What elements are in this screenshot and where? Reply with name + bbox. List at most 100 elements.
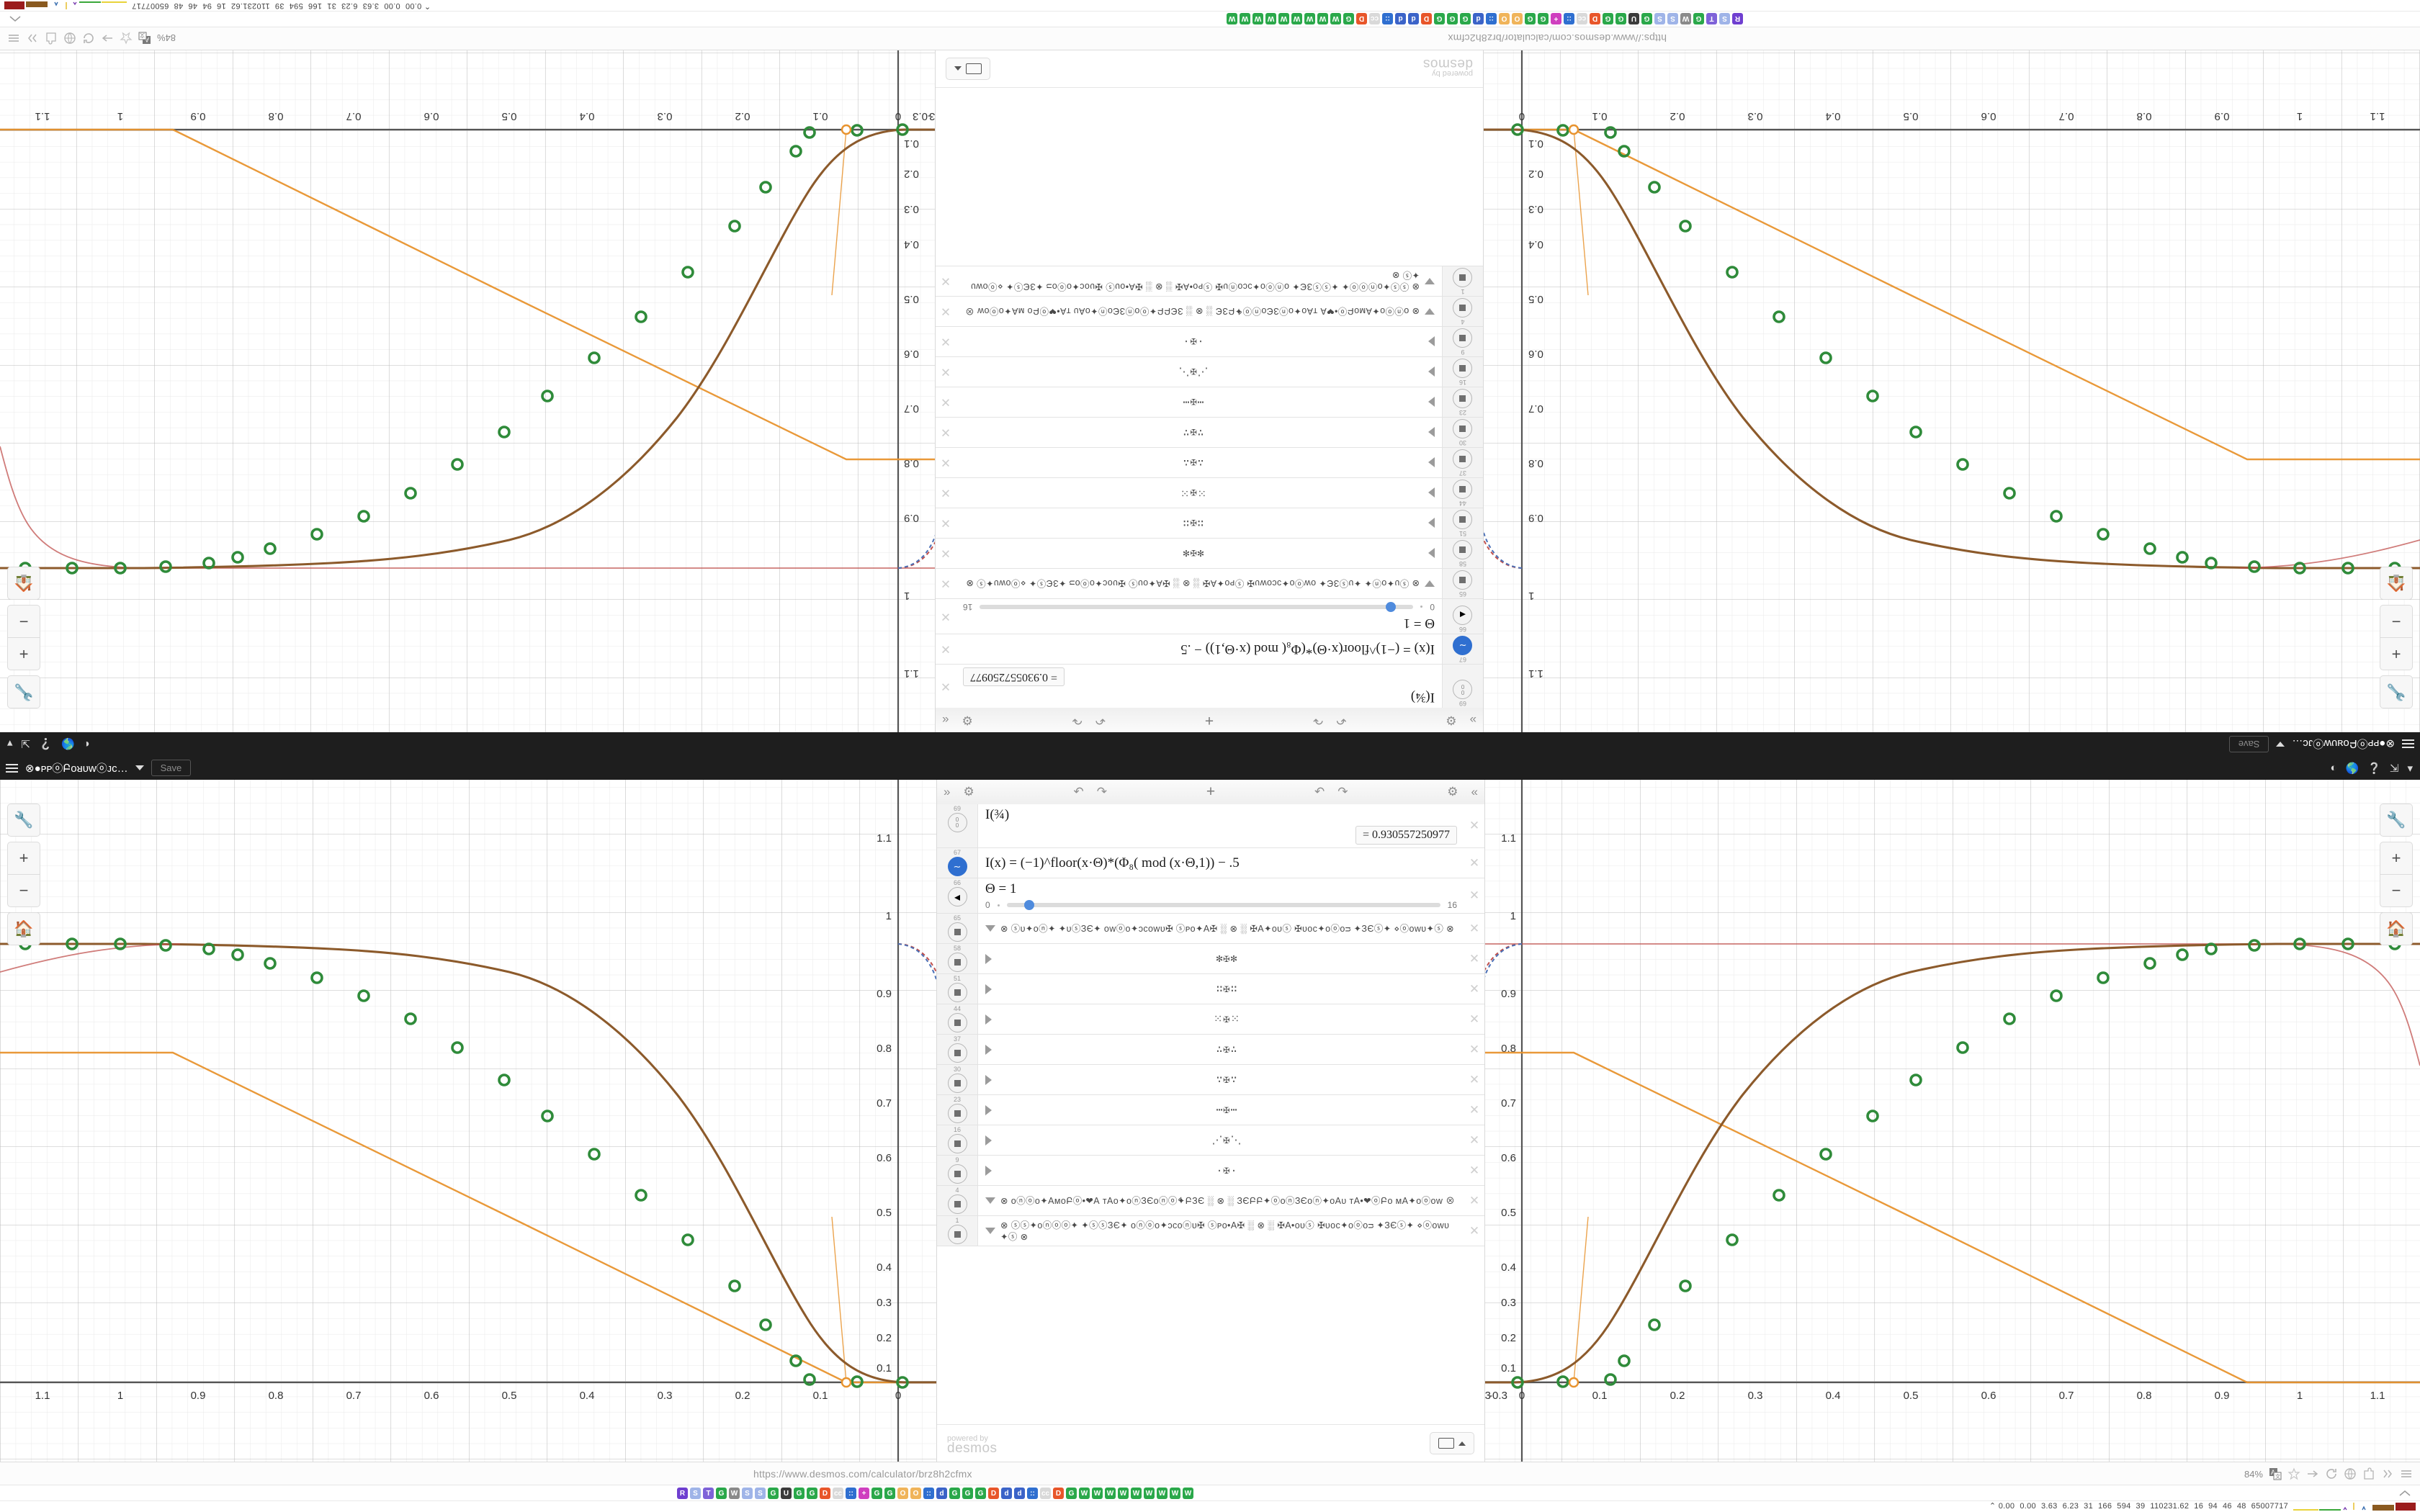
url-text[interactable]: https://www.desmos.com/calculator/brz8h2… (753, 1468, 972, 1480)
browser-tab-favicon[interactable]: O (910, 1488, 921, 1499)
graph-title[interactable]: ⊗●ᴘᴘⓞԲᴏᴚᴜᴡⓞᴊᴄ… (2292, 737, 2395, 750)
question-mark-icon[interactable]: ❔ (39, 737, 53, 750)
graph-title[interactable]: ⊗●ᴘᴘⓞԲᴏᴚᴜᴡⓞᴊᴄ… (25, 762, 128, 775)
folder-expand-icon[interactable] (985, 1044, 992, 1055)
folder-expand-icon[interactable] (985, 1104, 992, 1115)
delete-expression-button[interactable]: ✕ (1469, 1223, 1480, 1238)
browser-tab-favicon[interactable]: + (859, 1488, 869, 1499)
graph-controls-right[interactable]: 🔧 + − 🏠 (7, 567, 40, 708)
undo-arrow-icon[interactable]: ↶ (1314, 785, 1325, 798)
folder-title[interactable]: ∵✠∵ (1216, 1074, 1238, 1086)
browser-tab-favicon[interactable]: G (1615, 13, 1626, 24)
browser-tab-favicon[interactable]: G (1525, 13, 1536, 24)
zoom-out-button[interactable]: − (7, 605, 40, 638)
browser-tab-favicon[interactable]: S (755, 1488, 766, 1499)
graph-canvas-left[interactable]: 1.1 1 0.9 0.8 0.7 0.6 0.5 0.4 0.3 0.2 0.1 0 0… (1484, 50, 2420, 756)
browser-tab-favicon[interactable]: W (1170, 1488, 1180, 1499)
browser-tab-favicon[interactable]: G (975, 1488, 986, 1499)
slider-control[interactable]: 0 16 (963, 602, 1435, 612)
browser-tab-favicon[interactable]: + (1551, 13, 1561, 24)
expression-math[interactable]: I(¾) (985, 807, 1010, 822)
browser-tab-favicon[interactable]: S (1667, 13, 1678, 24)
expression-row[interactable]: 51 ∷✠∷ ✕ (937, 974, 1484, 1004)
folder-title[interactable]: ⁙✠⁙ (1179, 486, 1207, 498)
expression-math[interactable]: Θ = 1 (985, 881, 1017, 896)
browser-tab-favicon[interactable]: W (1092, 1488, 1103, 1499)
browser-tab-favicon[interactable]: T (1706, 13, 1717, 24)
reload-icon[interactable] (2325, 1467, 2338, 1480)
folder-expand-icon[interactable] (1428, 518, 1435, 528)
note-collapse-icon[interactable] (985, 925, 995, 932)
browser-tab-favicon[interactable]: G (884, 1488, 895, 1499)
visibility-toggle[interactable] (947, 1134, 967, 1153)
folder-expand-icon[interactable] (1428, 427, 1435, 438)
visibility-toggle[interactable] (1453, 510, 1473, 529)
expression-row[interactable]: 51 ∷✠∷ ✕ (936, 508, 1483, 538)
browser-tab-favicon[interactable]: R (1732, 13, 1743, 24)
expression-math[interactable]: Θ = 1 (1403, 616, 1435, 631)
slider-step-bubble[interactable]: ◂ (1453, 606, 1473, 625)
visibility-toggle[interactable] (1453, 540, 1473, 559)
chevron-double-right-icon[interactable]: » (944, 785, 951, 798)
extension-icon[interactable] (45, 32, 58, 45)
expression-list[interactable]: 69 0 0 I(¾) = 0.930557250977 ✕ 67 ∼ I(x) = (−1)^… (937, 804, 1484, 1424)
save-button[interactable]: Save (151, 760, 192, 776)
browser-tab-favicon[interactable]: :: (1027, 1488, 1038, 1499)
expression-row[interactable]: 4 ⊗ ᴏⓝⓞᴏ✦АᴍᴏԲⓞ•❤А ᴛАᴏ✦ᴏⓝЗЄᴏⓝⓞ́✦ԲЗЄ ░ ⊗ ░ … (936, 296, 1483, 326)
browser-tab-favicon[interactable]: W (1278, 13, 1289, 24)
hamburger-menu-icon[interactable] (2400, 1467, 2413, 1480)
chevron-double-right-icon[interactable] (2381, 1467, 2394, 1480)
browser-tab-favicon[interactable]: W (1240, 13, 1250, 24)
function-color-bubble[interactable]: ∼ (947, 857, 967, 876)
folder-title[interactable]: ⁙✠⁙ (1213, 1014, 1241, 1026)
chevron-double-left-icon[interactable]: « (1471, 785, 1479, 798)
expression-row[interactable]: 44 ⁙✠⁙ ✕ (937, 1004, 1484, 1035)
chevron-double-right-icon[interactable] (26, 32, 39, 45)
delete-expression-button[interactable]: ✕ (1469, 1163, 1480, 1177)
browser-tab-favicon[interactable]: G (949, 1488, 960, 1499)
browser-tab-favicon[interactable]: W (1317, 13, 1328, 24)
browser-tab-favicon[interactable]: S (742, 1488, 753, 1499)
visibility-toggle[interactable] (947, 953, 967, 972)
delete-expression-button[interactable]: ✕ (940, 456, 951, 470)
browser-tab-favicon[interactable]: G (962, 1488, 973, 1499)
folder-expand-icon[interactable] (985, 984, 992, 994)
slider-step-bubble[interactable]: ◂ (947, 887, 967, 906)
browser-tab-favicon[interactable]: :: (846, 1488, 856, 1499)
visibility-toggle[interactable] (1453, 298, 1473, 318)
browser-tab-favicon[interactable]: S (1719, 13, 1730, 24)
bookmark-star-icon[interactable] (2287, 1467, 2300, 1480)
folder-expand-icon[interactable] (1428, 397, 1435, 408)
function-color-bubble[interactable]: ∼ (1453, 636, 1473, 655)
add-expression-button[interactable]: + (1206, 783, 1216, 800)
wrench-icon[interactable]: 🔧 (2380, 804, 2413, 837)
browser-tab-favicon[interactable]: W (1118, 1488, 1129, 1499)
account-icon[interactable]: ◐ (83, 738, 90, 750)
visibility-toggle[interactable] (947, 1225, 967, 1244)
visibility-toggle[interactable] (947, 1013, 967, 1032)
graph-controls-left[interactable]: 🔧 + − 🏠 (7, 804, 40, 945)
forward-arrow-icon[interactable] (2306, 1467, 2319, 1480)
browser-tab-favicon[interactable]: W (1304, 13, 1315, 24)
browser-tab-favicon[interactable]: W (1330, 13, 1341, 24)
delete-expression-button[interactable]: ✕ (940, 546, 951, 561)
expression-row[interactable]: 1 ⊗ ⓢⓢ✦ᴏⓝⓞⓞ✦ ✦ⓢⓢЗЄ✦ ᴏⓝⓞᴏ✦ɔᴄᴏⓝᴜ✠ ⓢᴘᴏ•А✠ ░ … (937, 1216, 1484, 1246)
chevron-up-icon[interactable]: ⌃ (424, 1, 431, 10)
zoom-in-button[interactable]: + (2380, 842, 2413, 875)
chevron-down-icon[interactable] (2276, 742, 2285, 747)
browser-tab-favicon[interactable]: W (729, 1488, 740, 1499)
graph-canvas-right[interactable]: 1.1 1 0.9 0.8 0.7 0.6 0.5 0.4 0.3 0.2 0.1 -0.… (1484, 756, 2420, 1462)
chevron-down-icon[interactable]: ▾ (7, 737, 13, 750)
extension-icon[interactable] (2362, 1467, 2375, 1480)
browser-tab-favicon[interactable]: W (1131, 1488, 1142, 1499)
browser-tab-favicon[interactable]: D (1590, 13, 1600, 24)
browser-tab-favicon[interactable]: :: (1382, 13, 1393, 24)
graph-controls-left[interactable]: 🔧 + − 🏠 (2380, 567, 2413, 708)
zoom-in-button[interactable]: + (2380, 637, 2413, 670)
delete-expression-button[interactable]: ✕ (940, 680, 951, 693)
expression-row[interactable]: 23 ⋯✠⋯ ✕ (937, 1095, 1484, 1125)
folder-title[interactable]: ⋰✠⋱ (1211, 1135, 1242, 1147)
expression-row[interactable]: 66 ◂ Θ = 1 0 16 ✕ (937, 878, 1484, 914)
folder-expand-icon[interactable] (985, 953, 992, 964)
